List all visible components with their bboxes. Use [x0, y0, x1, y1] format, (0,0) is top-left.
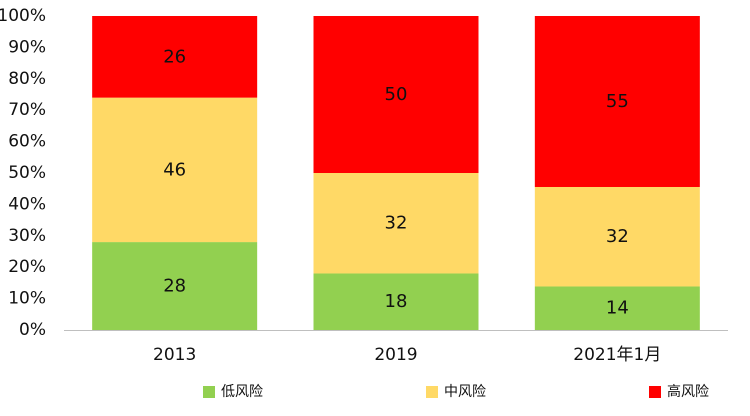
x-axis: 2013 2019 2021年1月 — [64, 330, 728, 365]
bar-segment — [534, 186, 700, 287]
bar-segment — [313, 173, 479, 274]
x-tick-label: 2019 — [374, 345, 417, 365]
y-tick-label: 80% — [8, 69, 46, 89]
bar-segment — [534, 286, 700, 330]
y-tick-label: 60% — [8, 132, 46, 152]
legend-label: 低风险 — [221, 384, 263, 400]
legend-label: 高风险 — [667, 383, 709, 400]
bar-segment — [92, 16, 258, 98]
y-axis: 0% 10% 20% 30% 40% 50% 60% 70% 80% 90% 100% — [0, 6, 46, 340]
y-tick-label: 50% — [8, 163, 46, 183]
data-label: 46 — [163, 159, 186, 180]
y-tick-label: 100% — [0, 6, 46, 26]
data-label: 14 — [606, 298, 629, 319]
y-tick-label: 90% — [8, 37, 46, 57]
legend-label: 中风险 — [444, 384, 486, 400]
bar-segment — [92, 242, 258, 330]
x-tick-label: 2013 — [153, 345, 196, 365]
data-label: 50 — [385, 84, 408, 105]
legend-swatch — [649, 386, 661, 398]
bar-segment — [92, 97, 258, 243]
y-tick-label: 0% — [19, 320, 46, 340]
y-tick-label: 10% — [8, 289, 46, 309]
bar-segment — [313, 16, 479, 173]
y-tick-label: 30% — [8, 226, 46, 246]
bars-group: 28 46 26 18 32 50 14 32 55 — [92, 16, 700, 330]
bar-segment — [534, 16, 700, 187]
legend-swatch — [203, 386, 215, 398]
legend-swatch — [426, 386, 438, 398]
y-tick-label: 70% — [8, 100, 46, 120]
data-label: 26 — [163, 46, 186, 67]
y-tick-label: 20% — [8, 257, 46, 277]
data-label: 28 — [163, 276, 186, 297]
data-label: 32 — [606, 226, 629, 247]
data-label: 18 — [385, 291, 408, 312]
legend: 低风险 中风险 高风险 — [203, 383, 709, 400]
data-label: 55 — [606, 91, 629, 112]
x-tick-label: 2021年1月 — [573, 345, 661, 365]
y-tick-label: 40% — [8, 194, 46, 214]
bar-segment — [313, 273, 479, 330]
data-label: 32 — [385, 213, 408, 234]
